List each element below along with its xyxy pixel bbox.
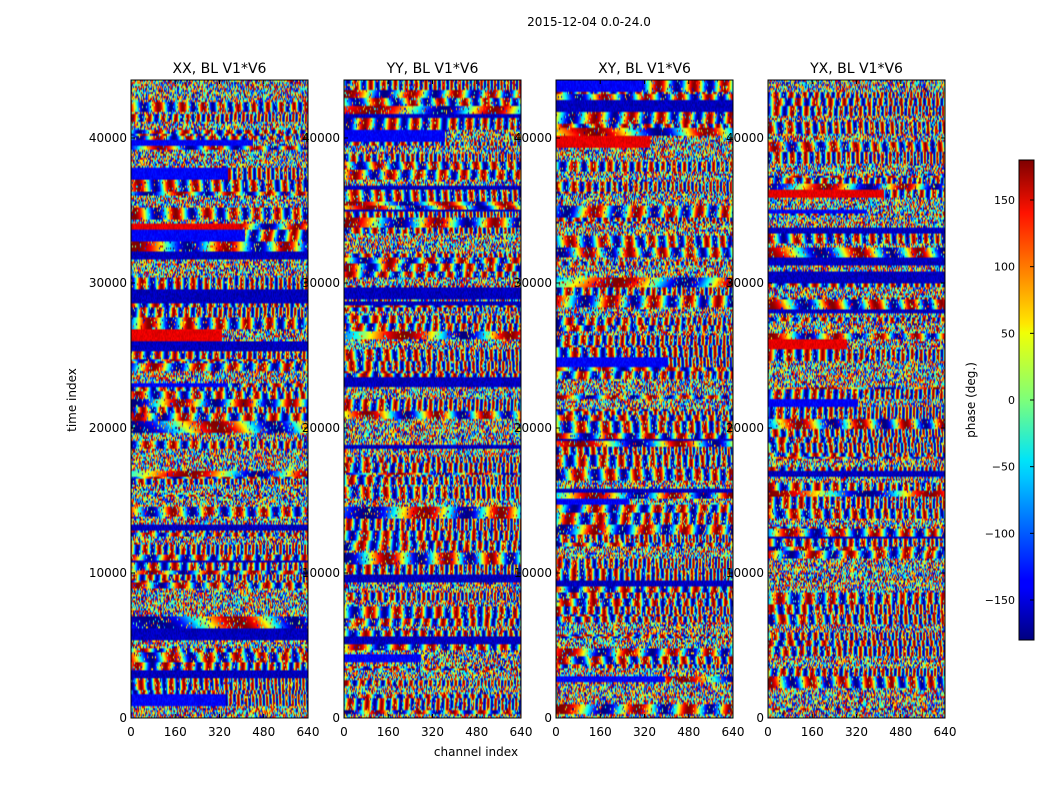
colorbar-tick-label: −100: [985, 527, 1015, 540]
heatmap-image: [344, 80, 521, 718]
y-tick-label: 10000: [89, 566, 127, 580]
colorbar: −150 −100 −50 0 50 100 150 phase (deg.): [964, 159, 1035, 641]
y-axis-label: time index: [65, 368, 79, 432]
y-tick-label: 40000: [302, 131, 340, 145]
y-tick-label: 30000: [726, 276, 764, 290]
x-tick-label: 480: [889, 725, 912, 739]
colorbar-tick-label: 50: [1001, 327, 1015, 340]
panel-title: YY, BL V1*V6: [386, 61, 479, 77]
panel-title: XX, BL V1*V6: [173, 61, 267, 77]
y-tick-label: 40000: [514, 131, 552, 145]
x-tick-label: 320: [845, 725, 868, 739]
heatmap-image: [131, 80, 308, 718]
colorbar-label: phase (deg.): [964, 362, 978, 438]
y-tick-label: 0: [119, 711, 127, 725]
y-tick-label: 0: [544, 711, 552, 725]
x-tick-label: 0: [340, 725, 348, 739]
x-tick-label: 160: [589, 725, 612, 739]
x-tick-label: 160: [164, 725, 187, 739]
x-tick-label: 0: [127, 725, 135, 739]
x-axis-label: channel index: [434, 745, 518, 759]
x-tick-label: 640: [297, 725, 320, 739]
y-tick-label: 20000: [302, 421, 340, 435]
x-tick-label: 320: [421, 725, 444, 739]
panel-1: XX, BL V1*V6 0 160 320 480 640 0 10000 20000 3000…: [89, 61, 320, 739]
y-tick-label: 30000: [302, 276, 340, 290]
x-tick-label: 640: [934, 725, 957, 739]
x-tick-label: 320: [208, 725, 231, 739]
x-tick-label: 480: [465, 725, 488, 739]
y-tick-label: 20000: [89, 421, 127, 435]
panel-2: YY, BL V1*V6 0 160 320 480 640 0 10000 20000 3000…: [302, 61, 533, 739]
x-tick-label: 160: [377, 725, 400, 739]
x-tick-label: 480: [252, 725, 275, 739]
panel-title: YX, BL V1*V6: [809, 61, 903, 77]
x-tick-label: 160: [801, 725, 824, 739]
heatmap-image: [556, 80, 733, 718]
panel-3: XY, BL V1*V6 0 160 320 480 640 0 10000 20000 3000…: [514, 61, 745, 739]
heatmap-image: [768, 80, 945, 718]
y-tick-label: 30000: [89, 276, 127, 290]
y-tick-label: 40000: [89, 131, 127, 145]
y-tick-label: 40000: [726, 131, 764, 145]
colorbar-tick-label: 0: [1008, 394, 1015, 407]
x-tick-label: 0: [764, 725, 772, 739]
colorbar-ticks: −150 −100 −50 0 50 100 150: [985, 194, 1034, 607]
colorbar-tick-label: −150: [985, 594, 1015, 607]
y-tick-label: 10000: [302, 566, 340, 580]
x-tick-label: 320: [633, 725, 656, 739]
colorbar-tick-label: −50: [992, 461, 1015, 474]
x-tick-label: 0: [552, 725, 560, 739]
colorbar-tick-label: 150: [994, 194, 1015, 207]
figure-title: 2015-12-04 0.0-24.0: [527, 15, 651, 29]
y-tick-label: 10000: [514, 566, 552, 580]
colorbar-tick-label: 100: [994, 261, 1015, 274]
panel-title: XY, BL V1*V6: [598, 61, 691, 77]
panels: XX, BL V1*V6 0 160 320 480 640 0 10000 20000 3000…: [89, 61, 957, 739]
y-tick-label: 20000: [514, 421, 552, 435]
y-tick-label: 20000: [726, 421, 764, 435]
y-tick-label: 10000: [726, 566, 764, 580]
y-tick-label: 30000: [514, 276, 552, 290]
x-tick-label: 640: [510, 725, 533, 739]
x-tick-label: 480: [677, 725, 700, 739]
x-tick-label: 640: [722, 725, 745, 739]
y-tick-label: 0: [756, 711, 764, 725]
panel-4: YX, BL V1*V6 0 160 320 480 640 0 10000 20000 3000…: [726, 61, 957, 739]
y-tick-label: 0: [332, 711, 340, 725]
